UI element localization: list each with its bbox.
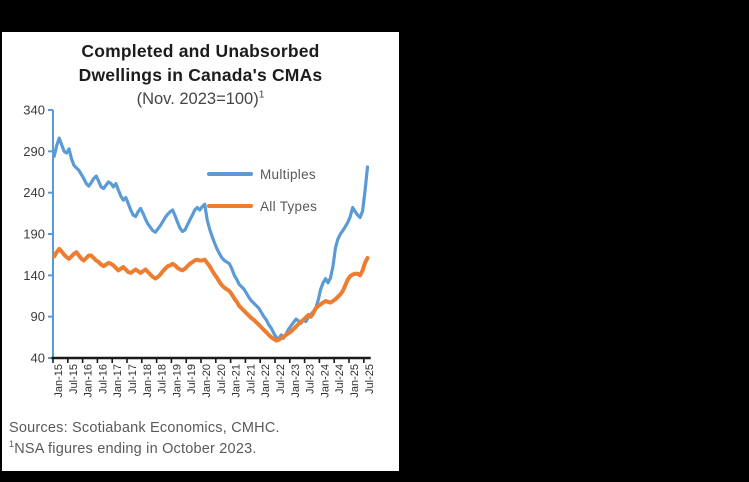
x-tick-label: Jan-22 [260,364,272,398]
x-tick-label: Jul-17 [127,364,139,394]
x-tick-label: Jan-15 [53,364,65,398]
x-tick-label: Jan-20 [201,364,213,398]
y-tick-label: 340 [23,103,45,118]
x-tick-label: Jul-16 [97,364,109,394]
x-tick-label: Jul-22 [275,364,287,394]
all-types-line-sample [207,204,253,208]
x-tick-label: Jan-17 [112,364,124,398]
y-tick-label: 240 [23,185,45,200]
title-superscript: 1 [258,89,265,101]
x-tick-label: Jul-20 [216,364,228,394]
x-tick-label: Jan-18 [142,364,154,398]
x-tick-label: Jan-19 [171,364,183,398]
x-tick-label: Jan-24 [319,364,331,398]
legend-item-multiples: Multiples [207,158,317,190]
chart-title-line2: Dwellings in Canada's CMAs [78,65,323,85]
x-tick-label: Jan-21 [231,364,243,398]
y-tick-label: 40 [31,351,45,366]
y-tick-label: 140 [23,268,45,283]
legend-label-all-types: All Types [260,198,318,214]
x-tick-label: Jul-23 [305,364,317,394]
legend-label-multiples: Multiples [260,166,316,182]
footnote-superscript: 1 [9,438,15,449]
x-tick-label: Jan-23 [290,364,302,398]
footnote-line: 1NSA figures ending in October 2023. [9,438,257,457]
source-block: Sources: Scotiabank Economics, CMHC. 1NS… [9,418,280,459]
x-tick-label: Jul-24 [334,364,346,394]
series-all-types [52,246,370,343]
x-tick-label: Jan-16 [83,364,95,398]
chart-title-line3: (Nov. 2023=100)1 [136,89,265,108]
y-tick-label: 90 [31,309,45,324]
chart-title: Completed and Unabsorbed Dwellings in Ca… [2,39,399,111]
y-tick-label: 290 [23,144,45,159]
legend-item-all-types: All Types [207,190,317,222]
x-tick-label: Jan-25 [349,364,361,398]
x-tick-label: Jul-15 [68,364,80,394]
multiples-line-sample [207,172,253,176]
chart-panel: Completed and Unabsorbed Dwellings in Ca… [2,32,399,471]
x-tick-label: Jul-19 [186,364,198,394]
chart-legend: Multiples All Types [207,158,317,222]
source-line: Sources: Scotiabank Economics, CMHC. [9,420,280,436]
x-tick-label: Jul-18 [157,364,169,394]
y-tick-label: 190 [23,227,45,242]
x-tick-label: Jul-21 [245,364,257,394]
x-tick-label: Jul-25 [364,364,376,394]
chart-title-line1: Completed and Unabsorbed [81,41,320,61]
